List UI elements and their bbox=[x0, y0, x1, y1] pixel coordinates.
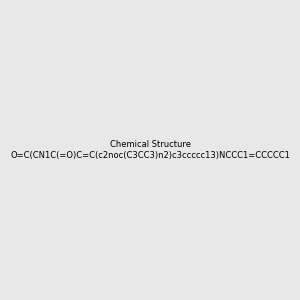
Text: Chemical Structure
O=C(CN1C(=O)C=C(c2noc(C3CC3)n2)c3ccccc13)NCCC1=CCCCC1: Chemical Structure O=C(CN1C(=O)C=C(c2noc… bbox=[10, 140, 290, 160]
